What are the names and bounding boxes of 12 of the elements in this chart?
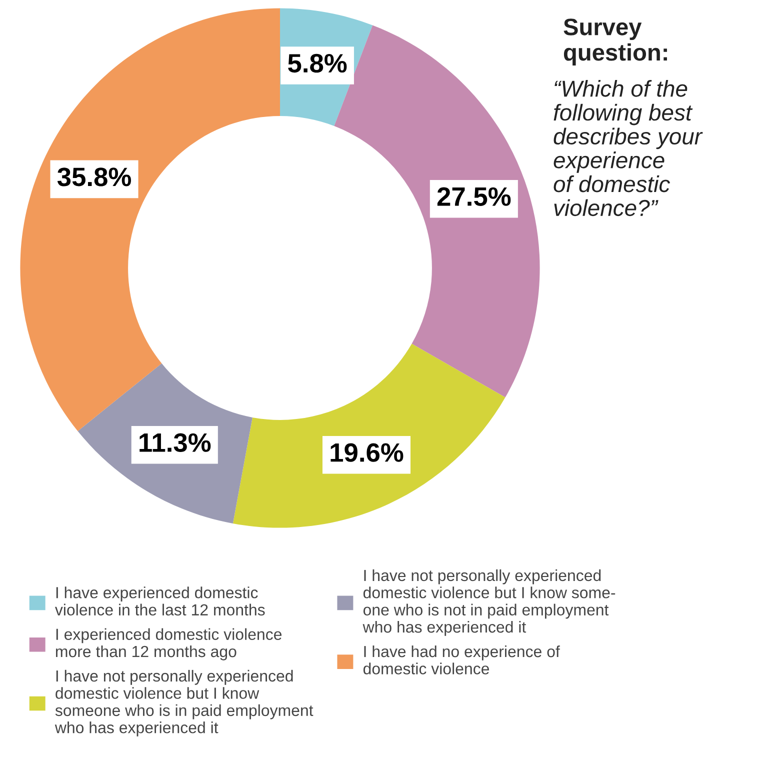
legend-label: I experienced domestic violence more than 12 months ago	[56, 628, 282, 660]
legend-label: I have not personally experienced domestic violence but I know someone who is in paid employment who has experienced it	[54, 670, 314, 736]
legend-label: I have not personally experienced domestic violence but I know some- one who is not in paid employment who has experienced it	[362, 569, 616, 636]
data-label: 5.8%	[288, 54, 347, 73]
text: “Which of the following best describes your experience of domestic violence?”	[554, 80, 703, 216]
text: Survey question:	[564, 18, 667, 66]
legend-label: I have experienced domestic violence in the last 12 months	[54, 586, 265, 616]
data-label: 19.6%	[330, 443, 404, 462]
data-label: 27.5%	[437, 187, 511, 206]
data-label: 35.8%	[57, 168, 131, 186]
data-label: 11.3%	[140, 433, 211, 452]
legend-label: I have had no experience of domestic violence	[363, 645, 560, 674]
